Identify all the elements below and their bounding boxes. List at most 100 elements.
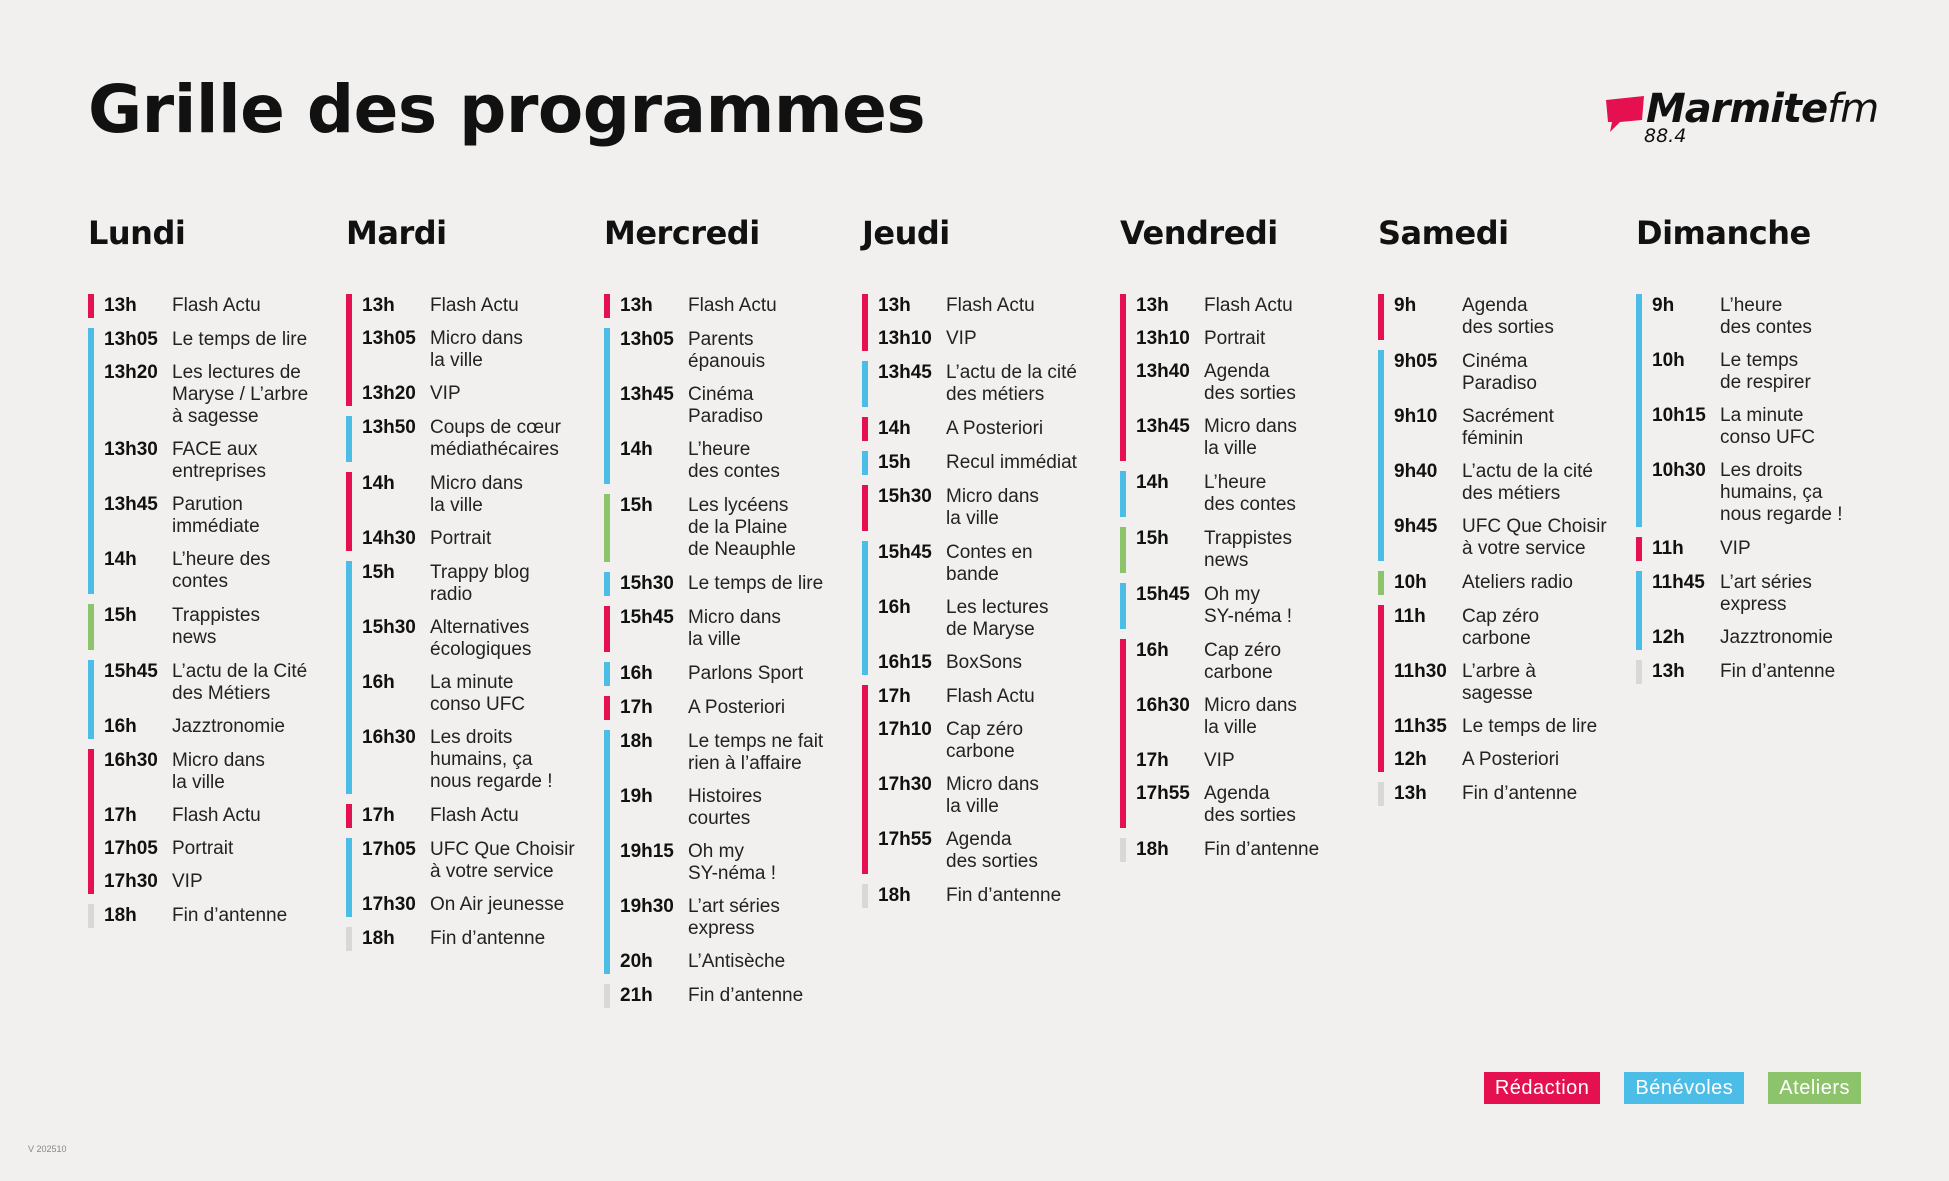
slot-title: L’heure des contes xyxy=(1720,295,1812,338)
program-slot: 17h10 Cap zéro carbone xyxy=(878,719,1120,763)
slot-title: L’Antisèche xyxy=(688,951,786,972)
slot-title: Jazztronomie xyxy=(1720,627,1833,648)
day-column: Vendredi 13h Flash Actu 13h10 Portrait 13h40 A… xyxy=(1120,210,1378,1018)
slot-time: 13h xyxy=(878,295,911,316)
program-slot: 13h Flash Actu xyxy=(1136,295,1378,317)
program-block-benevoles: 15h45 L’actu de la Cité des Métiers 16h Jaz… xyxy=(88,660,346,739)
slot-time: 20h xyxy=(620,951,653,972)
program-block-ateliers: 15h Les lycéens de la Plaine de Neauphle xyxy=(604,494,862,562)
slot-title: BoxSons xyxy=(946,652,1023,673)
slot-time: 15h30 xyxy=(878,486,932,507)
slot-time: 18h xyxy=(878,885,911,906)
program-block-redaction: 14h Micro dans la ville 14h30 Portrait xyxy=(346,472,604,551)
day-column: Dimanche 9h L’heure des contes 10h Le temps … xyxy=(1636,210,1894,1018)
slot-title: Trappistes news xyxy=(1204,528,1292,571)
program-block-redaction: 11h Cap zéro carbone 11h30 L’arbre à sagess… xyxy=(1378,605,1636,772)
slot-title: Agenda des sorties xyxy=(1462,295,1554,338)
slot-title: Flash Actu xyxy=(1204,295,1293,316)
legend: Rédaction Bénévoles Ateliers xyxy=(1483,1072,1861,1104)
program-block-redaction: 13h Flash Actu xyxy=(604,294,862,318)
slot-title: Flash Actu xyxy=(946,295,1035,316)
program-block-benevoles: 14h L’heure des contes xyxy=(1120,471,1378,517)
day-name: Dimanche xyxy=(1636,214,1811,252)
slot-title: Flash Actu xyxy=(430,295,519,316)
slot-time: 16h xyxy=(1136,640,1169,661)
program-slot: 9h05 Cinéma Paradiso xyxy=(1394,351,1636,395)
slot-title: Cinéma Paradiso xyxy=(1462,351,1537,394)
program-block-benevoles: 11h45 L’art séries express 12h Jazztronomie xyxy=(1636,571,1894,650)
slot-time: 16h30 xyxy=(362,727,416,748)
station-logo: Marmitefm 88.4 xyxy=(1600,86,1879,158)
program-slot: 15h45 L’actu de la Cité des Métiers xyxy=(104,661,346,705)
program-slot: 11h Cap zéro carbone xyxy=(1394,606,1636,650)
program-slot: 13h Flash Actu xyxy=(104,295,346,317)
slot-time: 13h xyxy=(1394,783,1427,804)
slot-title: Portrait xyxy=(172,838,234,859)
slot-title: On Air jeunesse xyxy=(430,894,565,915)
program-slot: 9h40 L’actu de la cité des métiers xyxy=(1394,461,1636,505)
slot-title: Fin d’antenne xyxy=(1204,839,1320,860)
slot-title: Les lycéens de la Plaine de Neauphle xyxy=(688,495,796,560)
slot-title: Portrait xyxy=(1204,328,1266,349)
slot-title: Contes en bande xyxy=(946,542,1033,585)
program-slot: 11h45 L’art séries express xyxy=(1652,572,1894,616)
slot-time: 18h xyxy=(1136,839,1169,860)
slot-title: VIP xyxy=(1204,750,1235,771)
slot-time: 15h xyxy=(104,605,137,626)
logo-wordmark: Marmitefm xyxy=(1646,86,1879,132)
slot-title: Flash Actu xyxy=(172,295,261,316)
slot-title: Fin d’antenne xyxy=(430,928,546,949)
program-slot: 18h Fin d’antenne xyxy=(362,928,604,950)
slot-time: 13h xyxy=(620,295,653,316)
slot-title: Parlons Sport xyxy=(688,663,804,684)
slot-time: 13h05 xyxy=(362,328,416,349)
day-column: Mardi 13h Flash Actu 13h05 Micro dans la vil… xyxy=(346,210,604,1018)
program-slot: 13h Flash Actu xyxy=(620,295,862,317)
program-slot: 13h10 VIP xyxy=(878,328,1120,350)
slot-title: Le temps ne fait rien à l’affaire xyxy=(688,731,824,774)
slot-time: 12h xyxy=(1394,749,1427,770)
program-slot: 17h Flash Actu xyxy=(878,686,1120,708)
program-slot: 13h05 Parents épanouis xyxy=(620,329,862,373)
slot-time: 13h05 xyxy=(620,329,674,350)
program-slot: 13h10 Portrait xyxy=(1136,328,1378,350)
program-slot: 15h30 Le temps de lire xyxy=(620,573,862,595)
program-slot: 14h A Posteriori xyxy=(878,418,1120,440)
slot-time: 16h30 xyxy=(1136,695,1190,716)
program-slot: 9h10 Sacrément féminin xyxy=(1394,406,1636,450)
slot-title: Parution immédiate xyxy=(172,494,260,537)
slot-title: Jazztronomie xyxy=(172,716,285,737)
program-slot: 17h30 VIP xyxy=(104,871,346,893)
program-slot: 16h15 BoxSons xyxy=(878,652,1120,674)
program-slot: 10h15 La minute conso UFC xyxy=(1652,405,1894,449)
slot-title: Fin d’antenne xyxy=(946,885,1062,906)
program-slot: 13h05 Micro dans la ville xyxy=(362,328,604,372)
slot-time: 16h30 xyxy=(104,750,158,771)
slot-time: 13h50 xyxy=(362,417,416,438)
program-slot: 16h La minute conso UFC xyxy=(362,672,604,716)
slot-time: 18h xyxy=(620,731,653,752)
program-block-redaction: 16h Cap zéro carbone 16h30 Micro dans la vi… xyxy=(1120,639,1378,828)
slot-time: 9h xyxy=(1652,295,1675,316)
slot-title: Micro dans la ville xyxy=(946,486,1039,529)
slot-time: 18h xyxy=(362,928,395,949)
slot-time: 17h55 xyxy=(1136,783,1190,804)
slot-time: 10h xyxy=(1394,572,1427,593)
program-slot: 16h Cap zéro carbone xyxy=(1136,640,1378,684)
program-slot: 14h30 Portrait xyxy=(362,528,604,550)
version-label: V 202510 xyxy=(28,1144,67,1154)
slot-time: 16h xyxy=(878,597,911,618)
slot-time: 17h10 xyxy=(878,719,932,740)
page-title: Grille des programmes xyxy=(88,71,926,148)
slot-time: 16h15 xyxy=(878,652,932,673)
slot-time: 14h30 xyxy=(362,528,416,549)
slot-time: 17h30 xyxy=(362,894,416,915)
program-slot: 17h A Posteriori xyxy=(620,697,862,719)
slot-time: 9h xyxy=(1394,295,1417,316)
slot-time: 15h xyxy=(620,495,653,516)
slot-title: L’actu de la cité des métiers xyxy=(1462,461,1593,504)
program-slot: 11h30 L’arbre à sagesse xyxy=(1394,661,1636,705)
slot-title: L’art séries express xyxy=(688,896,780,939)
slot-time: 11h xyxy=(1394,606,1426,627)
slot-title: UFC Que Choisir à votre service xyxy=(1462,516,1607,559)
